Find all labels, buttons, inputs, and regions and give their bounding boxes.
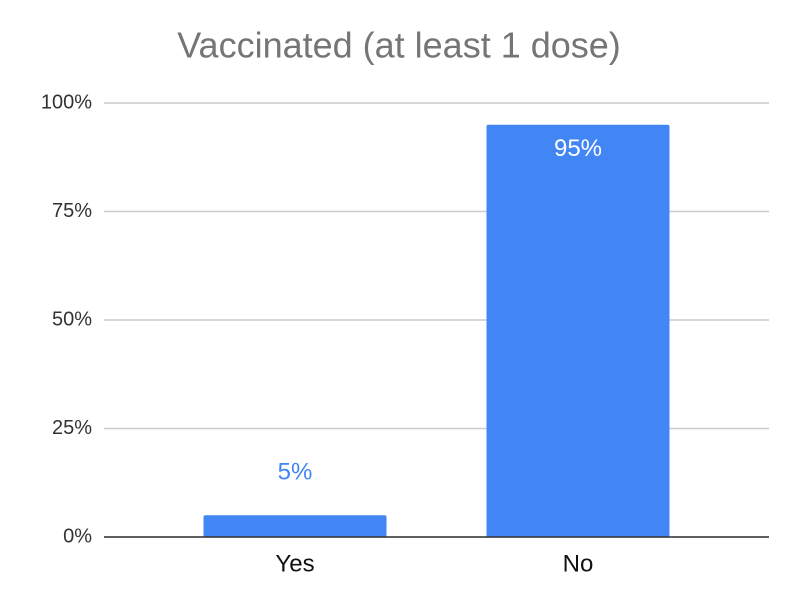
data-label: 95% [554,135,602,162]
data-label: 5% [278,459,313,486]
x-tick-label: Yes [275,550,314,577]
bar [486,124,670,537]
chart-title: Vaccinated (at least 1 dose) [177,25,621,66]
bar [203,515,387,537]
x-tick-label: No [563,550,594,577]
y-tick-label: 0% [63,525,92,547]
y-tick-label: 25% [52,417,92,439]
y-tick-label: 50% [52,308,92,330]
y-tick-label: 75% [52,200,92,222]
y-tick-label: 100% [41,91,92,113]
